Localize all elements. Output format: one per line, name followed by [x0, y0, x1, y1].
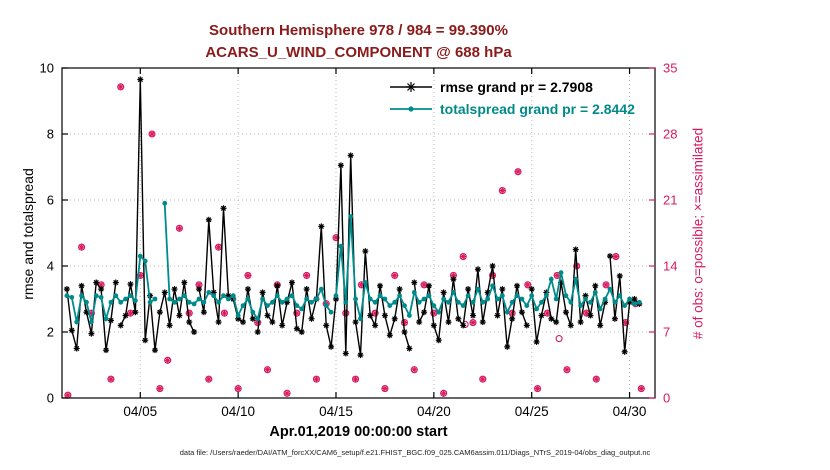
obs-count-markers	[64, 83, 645, 399]
legend-row-totalspread: totalspread grand pr = 2.8442	[388, 98, 635, 120]
x-axis-label: Apr.01,2019 00:00:00 start	[269, 424, 448, 440]
grid-lines	[62, 68, 655, 398]
legend-sample-rmse-line-icon	[390, 82, 432, 92]
legend-row-rmse: rmse grand pr = 2.7908	[388, 76, 635, 98]
chart-title-line2: ACARS_U_WIND_COMPONENT @ 688 hPa	[205, 44, 512, 61]
y-axis-label-left: rmse and totalspread	[20, 168, 36, 300]
svg-text:21: 21	[663, 193, 677, 208]
legend-sample-totalspread-line-icon	[390, 106, 432, 112]
chart-title-line1: Southern Hemisphere 978 / 984 = 99.390%	[209, 22, 508, 39]
svg-text:10: 10	[40, 61, 54, 76]
svg-text:8: 8	[47, 127, 54, 142]
svg-text:04/30: 04/30	[613, 404, 647, 419]
axes: 0 2 4 6 8 10 0 7 14 21 28 35 04/05 04/10 04/15 04/20 04/…	[40, 61, 678, 420]
svg-text:04/15: 04/15	[319, 404, 353, 419]
svg-text:0: 0	[663, 391, 670, 406]
svg-text:04/10: 04/10	[221, 404, 255, 419]
svg-text:04/05: 04/05	[123, 404, 157, 419]
legend-label-totalspread: totalspread grand pr = 2.8442	[440, 101, 635, 117]
data-file-path: data file: /Users/raeder/DAI/ATM_forcXX/…	[179, 448, 651, 457]
svg-text:2: 2	[47, 325, 54, 340]
svg-text:7: 7	[663, 325, 670, 340]
y-axis-label-right: # of obs: o=possible; ×=assimilated	[690, 127, 706, 340]
svg-text:04/25: 04/25	[515, 404, 549, 419]
svg-text:35: 35	[663, 61, 677, 76]
svg-text:4: 4	[47, 259, 54, 274]
legend: rmse grand pr = 2.7908 totalspread grand…	[388, 76, 635, 120]
svg-text:0: 0	[47, 391, 54, 406]
svg-text:04/20: 04/20	[417, 404, 451, 419]
svg-text:14: 14	[663, 259, 677, 274]
series-totalspread	[64, 200, 642, 325]
legend-label-rmse: rmse grand pr = 2.7908	[440, 79, 593, 95]
svg-text:28: 28	[663, 127, 677, 142]
series-rmse	[63, 76, 643, 359]
svg-text:6: 6	[47, 193, 54, 208]
